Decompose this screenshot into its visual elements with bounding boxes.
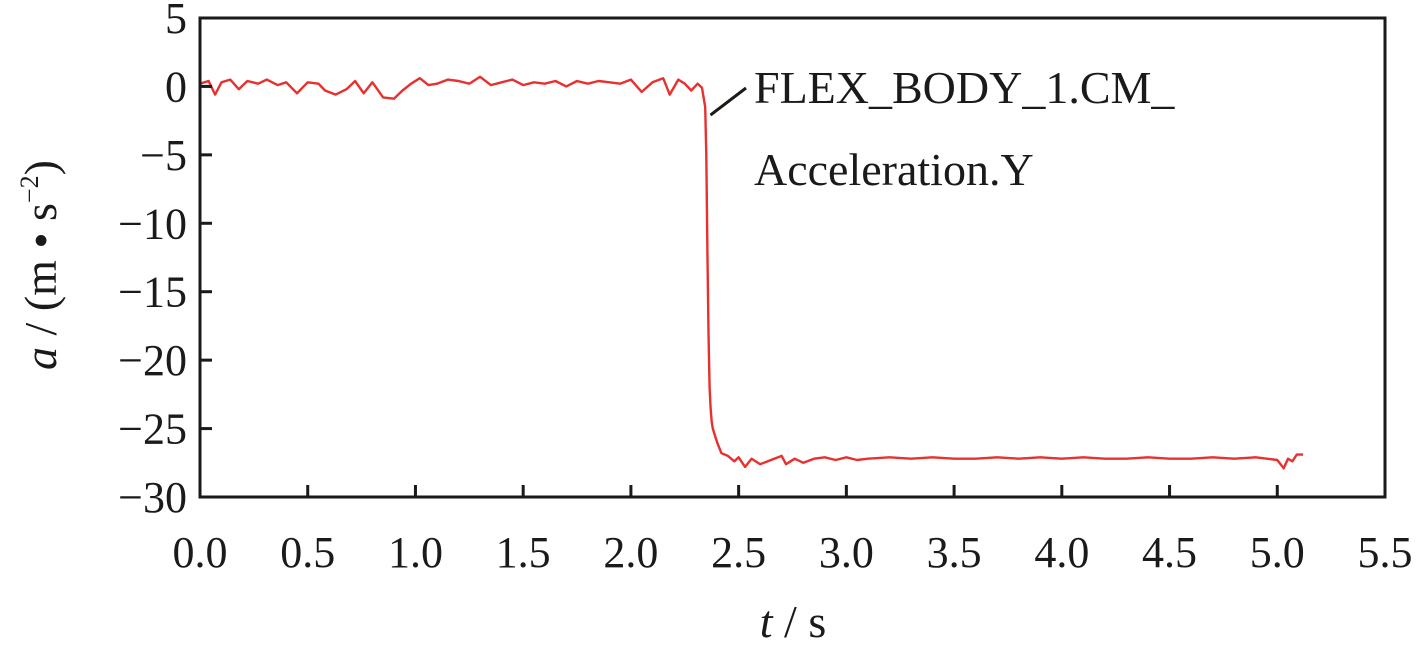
x-tick-label: 5.0 [1250, 528, 1305, 577]
x-tick-label: 3.0 [819, 528, 874, 577]
x-tick-label: 4.0 [1034, 528, 1089, 577]
y-axis-unit-sup: −2 [15, 175, 44, 203]
y-tick-label: −10 [118, 199, 187, 248]
y-tick-label: −5 [140, 131, 187, 180]
x-tick-label: 0.5 [280, 528, 335, 577]
axes-frame [198, 16, 1387, 499]
x-tick-label: 0.0 [173, 528, 228, 577]
ticks: 0.0 0.5 1.0 1.5 2.0 2.5 3.0 3.5 4.0 4.5 5.0 5.5 5 0 −5… [118, 0, 1412, 577]
x-axis-title: t / s [760, 596, 826, 647]
y-axis-unit-close: ) [15, 160, 66, 175]
annotation-leader [709, 86, 747, 117]
series-line [199, 75, 1304, 470]
plot-frame [198, 16, 1387, 499]
y-axis-unit: / (m • s [15, 203, 66, 347]
x-tick-label: 1.5 [496, 528, 551, 577]
x-tick-label: 4.5 [1142, 528, 1197, 577]
x-tick-label: 2.5 [711, 528, 766, 577]
y-tick-label: 5 [165, 0, 187, 43]
x-axis-unit: / s [773, 596, 827, 647]
y-tick-label: −30 [118, 473, 187, 522]
y-tick-label: −20 [118, 336, 187, 385]
y-tick-label: −15 [118, 268, 187, 317]
x-axis-var: t [760, 596, 774, 647]
x-tick-label: 2.0 [603, 528, 658, 577]
y-axis-var: a [15, 347, 66, 370]
y-axis-title: a / (m • s−2) [15, 160, 66, 370]
annotation-line2: Acceleration.Y [754, 144, 1034, 195]
annotation-line1: FLEX_BODY_1.CM_ [754, 62, 1175, 113]
plot-area [199, 75, 1304, 470]
x-tick-label: 1.0 [388, 528, 443, 577]
y-tick-label: 0 [165, 62, 187, 111]
x-tick-label: 3.5 [927, 528, 982, 577]
x-tick-label: 5.5 [1358, 528, 1413, 577]
y-tick-label: −25 [118, 405, 187, 454]
